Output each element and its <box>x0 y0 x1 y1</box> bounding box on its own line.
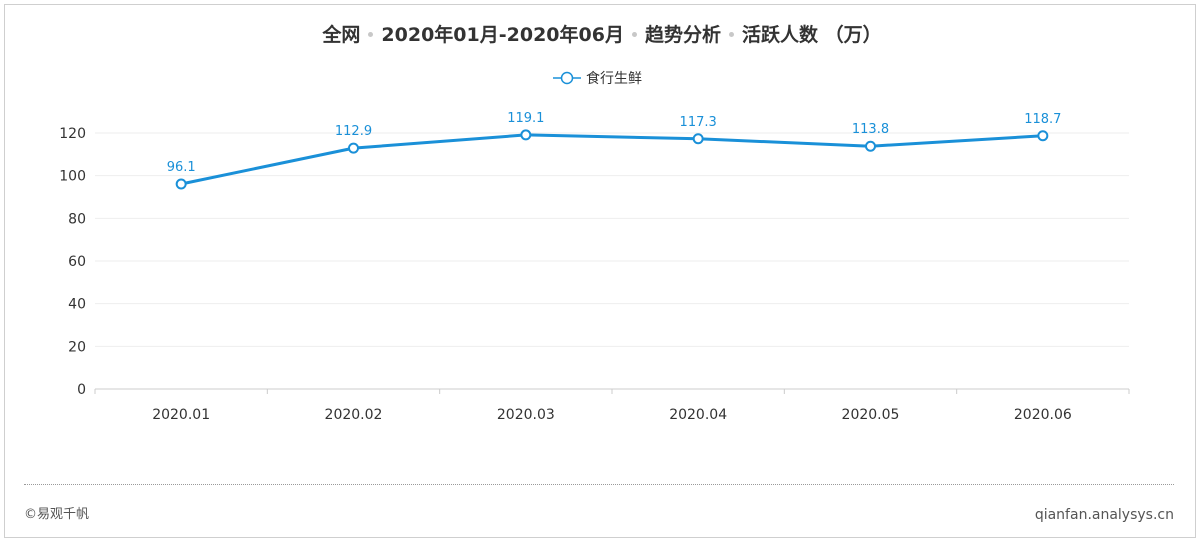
chart-frame <box>4 4 1196 538</box>
line-circle-icon <box>553 71 581 85</box>
y-tick-label: 100 <box>59 169 86 185</box>
title-period: 2020年01月-2020年06月 <box>381 24 624 46</box>
x-tick-label: 2020.06 <box>1014 407 1072 423</box>
y-tick-label: 0 <box>77 382 86 398</box>
y-tick-label: 120 <box>59 126 86 142</box>
y-tick-label: 20 <box>68 339 86 355</box>
copyright-text: ©易观千帆 <box>24 507 90 522</box>
data-point <box>692 133 704 145</box>
y-tick-label: 60 <box>68 254 86 270</box>
data-label: 113.8 <box>852 122 889 137</box>
title-separator-dot <box>728 31 734 37</box>
data-label: 112.9 <box>335 124 372 139</box>
data-label: 117.3 <box>680 115 717 130</box>
chart-title: 全网 2020年01月-2020年06月 趋势分析 活跃人数 （万） <box>0 20 1204 47</box>
series-line <box>179 133 1045 186</box>
legend-item[interactable]: 食行生鲜 <box>552 68 642 88</box>
data-label: 96.1 <box>167 160 196 175</box>
data-point <box>175 178 187 190</box>
title-scope: 全网 <box>322 24 361 46</box>
data-label: 118.7 <box>1024 112 1061 127</box>
x-tick-label: 2020.04 <box>669 407 727 423</box>
title-separator-dot <box>368 31 374 37</box>
data-point <box>865 140 876 152</box>
data-point <box>1037 130 1049 142</box>
legend-label: 食行生鲜 <box>586 71 642 87</box>
title-analysis: 趋势分析 <box>644 24 721 46</box>
data-point <box>348 142 359 154</box>
data-label: 119.1 <box>507 111 544 126</box>
x-tick-label: 2020.02 <box>325 407 383 423</box>
x-tick-label: 2020.01 <box>152 407 210 423</box>
x-tick-label: 2020.05 <box>842 407 900 423</box>
y-tick-label: 80 <box>68 211 86 227</box>
x-tick-label: 2020.03 <box>497 407 555 423</box>
title-separator-dot <box>631 31 637 37</box>
footer-divider <box>24 484 1174 485</box>
site-url[interactable]: qianfan.analysys.cn <box>1034 507 1174 523</box>
title-metric: 活跃人数 （万） <box>741 24 882 46</box>
data-point <box>520 129 532 141</box>
y-tick-label: 40 <box>68 297 86 313</box>
